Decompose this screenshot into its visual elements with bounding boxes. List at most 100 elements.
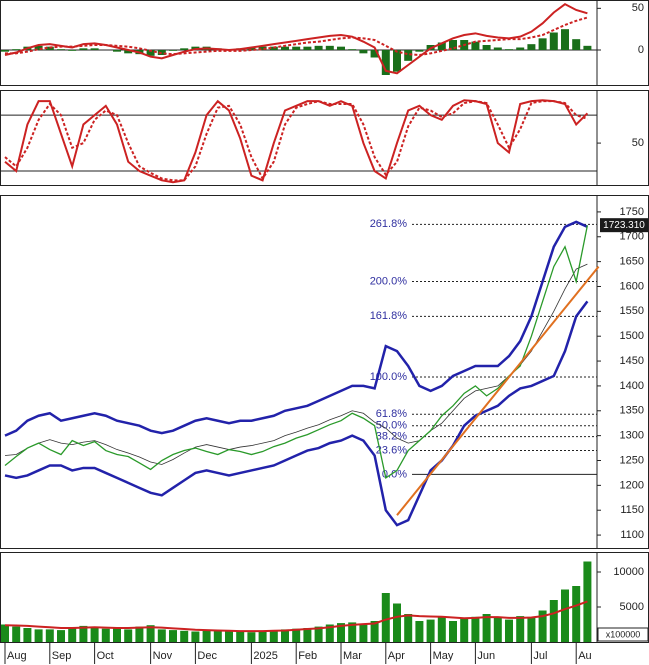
x-tick-label: Oct <box>97 650 114 662</box>
bar <box>202 630 211 642</box>
bar <box>191 631 200 642</box>
bar <box>12 626 21 642</box>
bar <box>348 622 357 642</box>
x-tick-label: Nov <box>153 650 173 662</box>
bar <box>292 628 301 642</box>
bar <box>303 627 312 642</box>
bar <box>303 46 312 50</box>
bar <box>549 32 558 50</box>
y-tick-label: 50 <box>632 137 644 149</box>
bar <box>482 613 491 642</box>
bar <box>527 44 536 50</box>
x-tick-label: Apr <box>388 650 405 662</box>
x-tick-label: 2025 <box>253 650 277 662</box>
x-tick-label: Au <box>578 650 591 662</box>
fib-label: 61.8% <box>376 408 407 420</box>
line <box>4 100 588 182</box>
bar <box>370 620 379 642</box>
fib-label: 161.8% <box>370 310 408 322</box>
bar <box>471 41 480 50</box>
bar <box>79 48 88 50</box>
bar <box>292 46 301 50</box>
bar <box>124 50 133 54</box>
bar <box>68 627 77 642</box>
bar <box>169 630 177 642</box>
y-tick-label: 1300 <box>620 430 644 442</box>
bar <box>79 625 88 642</box>
y-tick-label: 1450 <box>620 355 644 367</box>
bar <box>415 620 424 642</box>
y-tick-label: 1500 <box>620 330 644 342</box>
line <box>4 225 589 479</box>
bar <box>113 50 121 52</box>
y-tick-label: 1150 <box>620 504 644 516</box>
bar <box>57 49 65 50</box>
unit-label: x100000 <box>606 629 641 639</box>
bar <box>583 45 592 50</box>
x-tick-label: Sep <box>52 650 72 662</box>
bar <box>258 631 267 642</box>
x-tick-label: May <box>433 650 454 662</box>
bar <box>538 38 547 50</box>
line <box>4 263 588 465</box>
bar <box>258 46 267 50</box>
panel-frame <box>0 195 649 549</box>
y-tick-label: 50 <box>632 2 644 14</box>
bar <box>337 623 345 642</box>
y-tick-label: 1200 <box>620 479 644 491</box>
bar <box>449 40 457 50</box>
bar <box>124 629 133 642</box>
fib-label: 50.0% <box>376 420 407 432</box>
bar <box>516 616 525 642</box>
y-tick-label: 1350 <box>620 405 644 417</box>
bar <box>225 631 233 642</box>
bar <box>415 50 424 52</box>
y-tick-label: 1650 <box>620 256 644 268</box>
x-tick-label: Aug <box>7 650 27 662</box>
bar <box>269 630 278 642</box>
bar <box>359 623 368 642</box>
bar <box>12 49 21 50</box>
bar <box>45 629 54 642</box>
bar <box>505 49 513 50</box>
bar <box>247 47 256 50</box>
y-tick-label: 1550 <box>620 305 644 317</box>
bar <box>325 45 334 50</box>
bar <box>493 47 502 50</box>
bar <box>404 50 413 61</box>
bar <box>281 629 289 642</box>
bar <box>393 50 401 72</box>
fib-label: 23.6% <box>376 444 407 456</box>
y-tick-label: 1750 <box>620 206 644 218</box>
bar <box>146 50 155 56</box>
trend-line <box>396 265 600 516</box>
bar <box>1 50 9 52</box>
bar <box>247 632 256 642</box>
line <box>4 99 589 184</box>
bar <box>34 45 43 50</box>
bar <box>381 50 390 75</box>
bar <box>68 50 77 51</box>
bar <box>505 619 513 642</box>
bar <box>314 626 323 642</box>
bar <box>57 630 65 642</box>
bar <box>113 627 121 642</box>
y-tick-label: 10000 <box>613 566 644 578</box>
line <box>4 2 588 75</box>
y-tick-label: 1600 <box>620 280 644 292</box>
line <box>4 300 589 527</box>
bar <box>359 50 368 54</box>
bar <box>23 627 32 642</box>
bar <box>180 48 189 50</box>
line <box>4 600 588 633</box>
bar <box>538 610 547 642</box>
bar <box>437 617 446 642</box>
y-tick-label: 0 <box>638 44 644 56</box>
bar <box>281 46 289 50</box>
bar <box>325 624 334 642</box>
y-tick-label: 5000 <box>620 601 644 613</box>
bar <box>101 628 110 642</box>
bar <box>493 617 502 642</box>
bar <box>337 46 345 50</box>
